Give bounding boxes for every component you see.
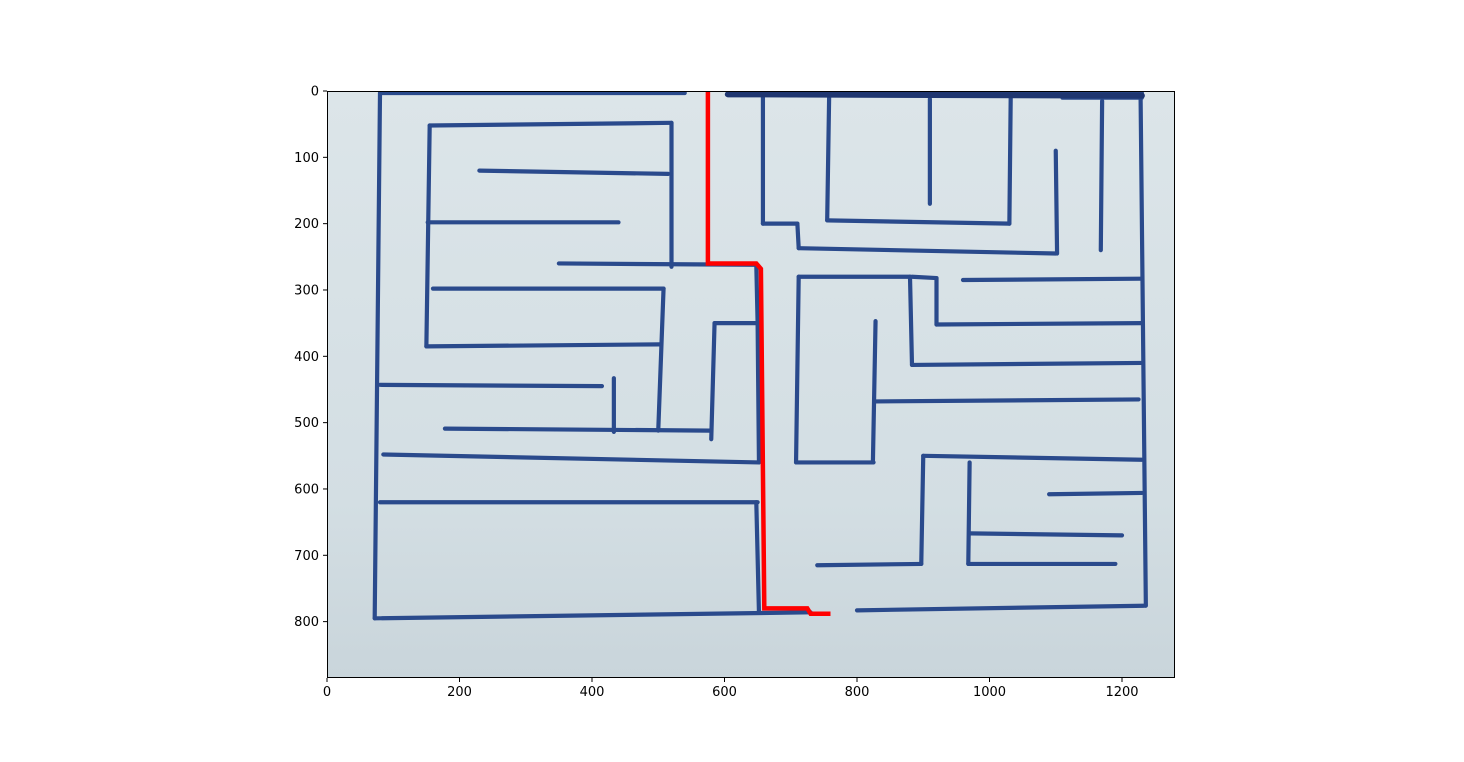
maze-wall [793, 274, 801, 465]
maze-wall [424, 123, 432, 349]
maze-wall [372, 91, 383, 621]
maze-wall [907, 274, 915, 368]
maze-wall [825, 92, 832, 223]
maze-wall [909, 274, 939, 281]
maze-wall [934, 321, 1144, 327]
x-tick-label: 0 [323, 685, 331, 700]
maze-wall [919, 453, 926, 567]
maze-wall [1098, 98, 1105, 253]
x-axis: 0 200 400 600 800 1000 1200 [323, 678, 1139, 700]
maze-wall [870, 319, 878, 465]
maze-wall [825, 218, 1012, 226]
maze-wall [921, 453, 1144, 462]
y-tick-label: 500 [294, 416, 319, 431]
y-tick-label: 300 [294, 283, 319, 298]
y-tick-label: 700 [294, 549, 319, 564]
y-tick-label: 0 [311, 85, 319, 100]
y-tick-label: 600 [294, 482, 319, 497]
maze-wall [967, 531, 1125, 538]
x-tick-label: 200 [447, 685, 472, 700]
y-axis: 0 100 200 300 400 500 600 700 800 [294, 85, 327, 630]
x-tick-label: 1200 [1105, 685, 1138, 700]
x-tick-label: 600 [712, 685, 737, 700]
maze-wall [795, 221, 801, 251]
maze-top-wall-dark [724, 91, 1145, 99]
axes-frame [327, 91, 1175, 678]
maze-wall [854, 603, 1148, 613]
solution-path [705, 91, 831, 616]
x-tick-label: 800 [845, 685, 870, 700]
maze-wall [872, 397, 1141, 404]
y-tick-label: 100 [294, 151, 319, 166]
maze-wall [966, 460, 972, 567]
maze-wall [1138, 91, 1148, 608]
maze-wall [427, 120, 674, 128]
maze-wall [381, 452, 762, 465]
maze-wall [656, 286, 666, 433]
maze-wall [754, 262, 760, 326]
maze-wall [709, 321, 717, 442]
x-tick-label: 1000 [973, 685, 1006, 700]
y-tick-label: 200 [294, 217, 319, 232]
maze-wall [796, 246, 1058, 256]
maze-image [327, 91, 1175, 678]
maze-wall [377, 382, 605, 389]
maze-wall [424, 342, 663, 349]
maze-wall [754, 500, 762, 615]
maze-wall [442, 426, 713, 433]
maze-wall [1047, 490, 1144, 497]
maze-wall [372, 610, 813, 621]
maze-wall [1007, 95, 1013, 226]
y-tick-label: 400 [294, 350, 319, 365]
maze-wall [755, 322, 762, 465]
solution-path-line [705, 91, 831, 616]
maze-wall [960, 276, 1144, 283]
maze-wall [477, 168, 671, 177]
x-tick-label: 400 [580, 685, 605, 700]
maze-wall [815, 561, 924, 568]
maze-wall [909, 360, 1144, 368]
maze-wall [1053, 148, 1060, 256]
y-tick-label: 800 [294, 615, 319, 630]
